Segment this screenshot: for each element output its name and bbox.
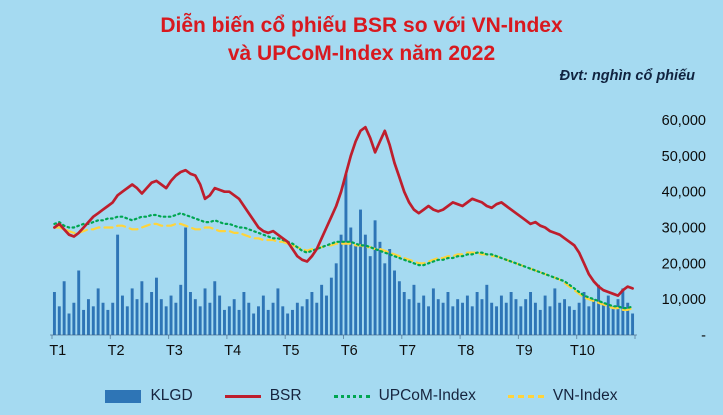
chart-title: Diễn biến cổ phiếu BSR so với VN-Index v… xyxy=(0,12,723,67)
svg-text:40,000: 40,000 xyxy=(662,185,706,201)
svg-text:10,000: 10,000 xyxy=(662,292,706,308)
svg-text:T7: T7 xyxy=(399,343,416,359)
legend-label-upcom: UPCoM-Index xyxy=(378,387,476,404)
y-axis-labels: 60,000 50,000 40,000 30,000 20,000 10,000 - xyxy=(662,113,707,344)
legend-label-vnindex: VN-Index xyxy=(552,387,618,404)
svg-text:20,000: 20,000 xyxy=(662,256,706,272)
legend-item-vnindex: VN-Index xyxy=(507,387,618,405)
vnindex-line-swatch-icon xyxy=(507,394,544,398)
klgd-bar-swatch-icon xyxy=(105,389,142,403)
x-axis xyxy=(50,334,637,339)
chart-legend: KLGD BSR UPCoM-Index VN-Index xyxy=(0,387,723,405)
svg-text:T6: T6 xyxy=(341,343,358,359)
legend-item-klgd: KLGD xyxy=(105,387,193,405)
svg-text:60,000: 60,000 xyxy=(662,113,706,129)
svg-text:T9: T9 xyxy=(516,343,533,359)
legend-label-klgd: KLGD xyxy=(150,387,193,404)
volume-bars xyxy=(52,173,635,335)
svg-text:-: - xyxy=(701,328,706,344)
upcom-line-swatch-icon xyxy=(333,394,370,398)
svg-text:T1: T1 xyxy=(49,343,66,359)
chart-title-line2: và UPCoM-Index năm 2022 xyxy=(227,41,496,65)
bsr-line-swatch-icon xyxy=(224,394,261,398)
legend-label-bsr: BSR xyxy=(269,387,302,404)
chart-title-line1: Diễn biến cổ phiếu BSR so với VN-Index xyxy=(160,14,563,37)
svg-text:30,000: 30,000 xyxy=(662,221,706,237)
svg-text:T5: T5 xyxy=(283,343,300,359)
svg-text:T2: T2 xyxy=(108,343,125,359)
unit-label: Đvt: nghìn cổ phiếu xyxy=(559,68,695,84)
svg-text:T4: T4 xyxy=(224,343,241,359)
svg-text:T8: T8 xyxy=(457,343,474,359)
vn-index-line xyxy=(53,222,634,311)
svg-text:T10: T10 xyxy=(570,343,595,359)
upcom-index-line xyxy=(53,212,634,310)
legend-item-bsr: BSR xyxy=(224,387,302,405)
svg-text:T3: T3 xyxy=(166,343,183,359)
chart-area: 60,000 50,000 40,000 30,000 20,000 10,000- T1 T… xyxy=(0,90,723,374)
bsr-line xyxy=(53,125,634,297)
legend-item-upcom: UPCoM-Index xyxy=(333,387,476,405)
svg-text:50,000: 50,000 xyxy=(662,149,706,165)
x-axis-labels: T1 T2 T3 T4 T5 T6 T7 T8 T9 T10 xyxy=(49,343,595,359)
